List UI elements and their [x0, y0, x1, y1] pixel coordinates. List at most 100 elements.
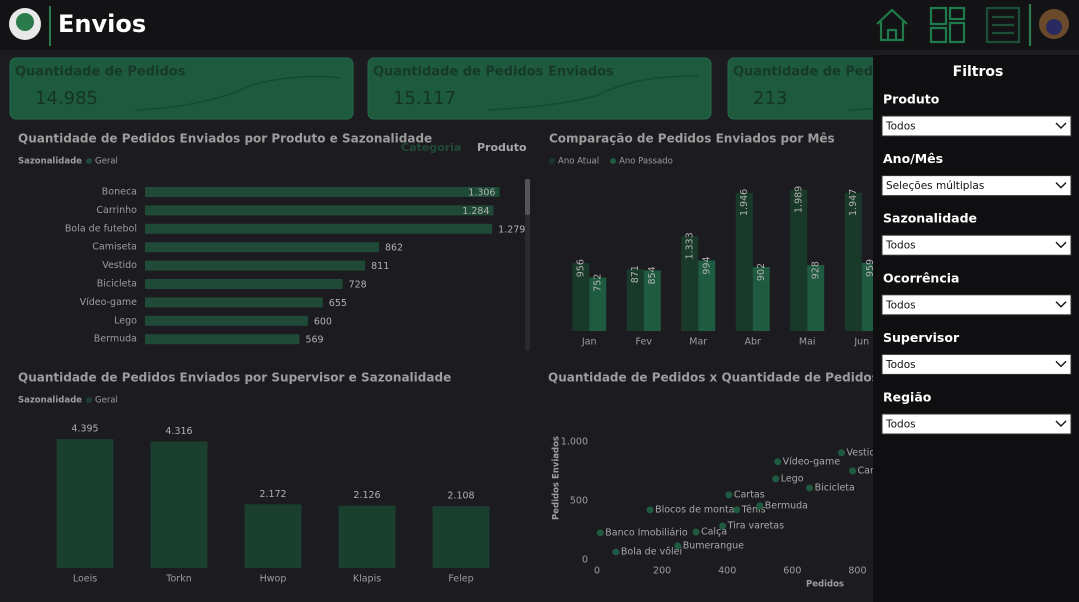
- legend-label: Ano Passado: [619, 157, 673, 167]
- point-label: Lego: [781, 473, 804, 484]
- chart-title: Quantidade de Pedidos Enviados por Produ…: [18, 132, 432, 146]
- y-tick-label: Carrinho: [96, 205, 137, 216]
- data-label: 994: [701, 256, 712, 274]
- point-label: Vídeo-game: [783, 456, 841, 467]
- bar: [626, 269, 644, 331]
- filter-label: Produto: [883, 92, 940, 107]
- dropdown-chevron: [1055, 122, 1067, 129]
- y-axis-title: Pedidos Enviados: [552, 436, 562, 520]
- scatter-point: [774, 458, 782, 466]
- scatter-point: [692, 528, 700, 536]
- scrollbar-thumb[interactable]: [525, 179, 530, 215]
- kpi-label: Quantidade de Pedidos Enviados: [373, 65, 614, 80]
- filter-dropdown[interactable]: [881, 115, 1072, 137]
- data-label: 2.126: [353, 490, 380, 501]
- x-tick-label: Fev: [636, 337, 653, 348]
- x-tick-label: Mai: [799, 337, 816, 348]
- bar: [56, 439, 114, 568]
- bar: [145, 242, 379, 253]
- filter-dropdown[interactable]: [881, 413, 1072, 435]
- filter-panel-bg: [873, 55, 1079, 602]
- filter-dropdown[interactable]: [881, 294, 1072, 316]
- filter-dropdown[interactable]: [881, 175, 1072, 197]
- scatter-point: [674, 542, 682, 550]
- scatter-point: [733, 506, 741, 514]
- x-tick-label: 800: [848, 566, 866, 577]
- data-label: 1.946: [739, 189, 750, 216]
- kpi-value: 14.985: [35, 88, 98, 109]
- filter-value: Todos: [885, 121, 916, 133]
- data-label: 4.395: [71, 424, 98, 435]
- home-icon[interactable]: [876, 8, 908, 42]
- point-label: Blocos de montar: [655, 504, 739, 515]
- filter-label: Ano/Mês: [883, 151, 943, 166]
- filter-value: Todos: [885, 240, 916, 252]
- y-tick-label: Boneca: [102, 187, 137, 198]
- kpi-card-bg: [367, 57, 712, 120]
- data-label: 752: [592, 274, 603, 292]
- filter-value: Todos: [885, 359, 916, 371]
- dropdown-chevron: [1055, 301, 1067, 308]
- filter-dropdown[interactable]: [881, 234, 1072, 256]
- toggle-button[interactable]: Categoria: [401, 141, 461, 154]
- point-label: Vestido: [846, 447, 881, 458]
- y-tick-label: Bola de futebol: [65, 223, 137, 234]
- y-tick-label: Vídeo-game: [80, 297, 138, 308]
- data-label: 1.989: [793, 186, 804, 213]
- bar: [145, 260, 366, 271]
- scatter-point: [719, 522, 727, 530]
- filter-value: Todos: [885, 299, 916, 311]
- y-tick-label: 1.000: [561, 436, 588, 447]
- filter-label: Sazonalidade: [883, 211, 977, 226]
- legend-title: Sazonalidade: [18, 157, 82, 167]
- scatter-point: [806, 484, 814, 492]
- x-tick-label: 200: [653, 566, 671, 577]
- bar: [752, 266, 770, 331]
- scatter-point: [849, 467, 857, 475]
- x-tick-label: Mar: [689, 337, 707, 348]
- bar: [145, 279, 343, 289]
- bar: [681, 236, 699, 331]
- data-label: 2.172: [259, 489, 286, 500]
- dashboard-icon[interactable]: [929, 6, 966, 44]
- kpi-card-bg: [9, 57, 354, 120]
- legend-label: Geral: [95, 157, 118, 167]
- point-label: Bola de vôlei: [621, 546, 682, 557]
- settings-icon[interactable]: [985, 6, 1021, 44]
- y-tick-label: Vestido: [102, 260, 137, 271]
- x-axis-title: Pedidos: [806, 580, 844, 590]
- data-label: 902: [756, 263, 767, 281]
- chart-title: Comparação de Pedidos Enviados por Mês: [549, 132, 835, 146]
- scatter-point: [756, 502, 764, 510]
- point-label: Bermuda: [765, 500, 808, 511]
- bar: [643, 270, 661, 331]
- filter-dropdown[interactable]: [881, 353, 1072, 375]
- x-tick-label: 400: [718, 566, 736, 577]
- bar: [844, 192, 862, 331]
- kpi-label: Quantidade de Pedidos: [15, 65, 186, 80]
- y-tick-label: Camiseta: [92, 242, 137, 253]
- toggle-button[interactable]: Produto: [477, 141, 527, 154]
- bar: [807, 265, 825, 331]
- kpi-sparkline: [134, 75, 341, 111]
- point-label: Banco Imobiliário: [605, 527, 688, 538]
- legend-marker: [86, 397, 92, 403]
- data-label: 728: [349, 280, 367, 291]
- x-tick-label: Loeis: [73, 574, 97, 585]
- data-label: 655: [329, 298, 347, 309]
- bar: [589, 277, 607, 331]
- legend-label: Geral: [95, 396, 118, 406]
- nav-icons: [876, 4, 1032, 46]
- point-label: Bicicleta: [815, 482, 855, 493]
- x-tick-label: Klapis: [353, 574, 381, 585]
- legend-label: Ano Atual: [558, 157, 599, 167]
- kpi-value: 15.117: [393, 88, 456, 109]
- bar: [145, 205, 494, 216]
- filter-label: Supervisor: [883, 330, 960, 345]
- logo-figure: [16, 13, 34, 31]
- legend-title: Sazonalidade: [18, 396, 82, 406]
- filter-panel: Filtros Produto Todos Ano/Mês Seleções múlti…: [873, 55, 1079, 602]
- bar: [338, 505, 396, 568]
- bar: [145, 187, 500, 197]
